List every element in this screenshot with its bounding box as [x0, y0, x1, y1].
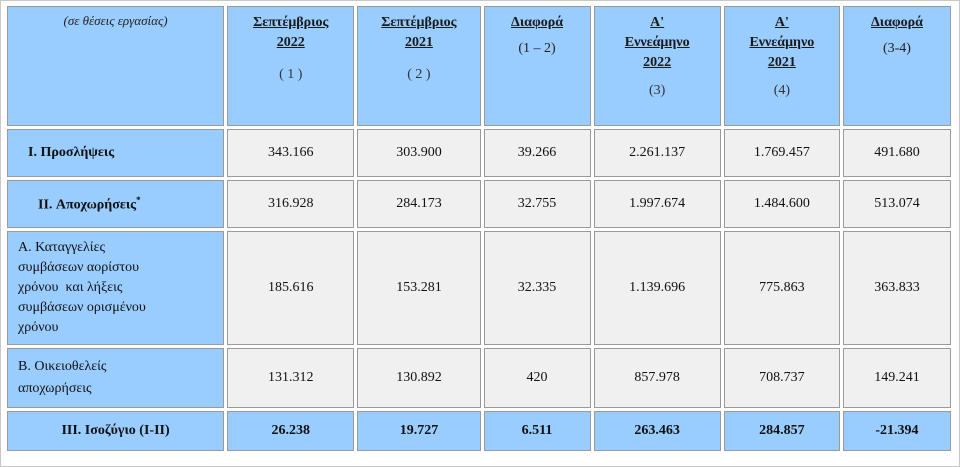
table-cell: 130.892	[357, 348, 481, 408]
table-cell: 149.241	[842, 348, 951, 408]
table-cell: 420	[483, 348, 591, 408]
col-number: (1 – 2)	[518, 41, 556, 56]
table-cell: 19.727	[357, 411, 481, 451]
row-label: Β. Οικειοθελείς αποχωρήσεις	[7, 348, 225, 408]
table-cell: 1.997.674	[593, 180, 721, 228]
table-cell: 857.978	[593, 348, 721, 408]
table-cell: 26.238	[227, 411, 355, 451]
col-header-diff-1-2: Διαφορά (1 – 2)	[483, 6, 591, 126]
table-cell: 1.139.696	[593, 231, 721, 345]
col-title: Εννεάμηνο	[624, 35, 690, 50]
table-cell: 303.900	[357, 129, 481, 177]
col-title: Εννεάμηνο	[749, 35, 815, 50]
table-cell: 1.769.457	[723, 129, 840, 177]
row-label-line: χρόνου και λήξεις	[18, 280, 123, 295]
row-label-line: αποχωρήσεις	[18, 381, 92, 396]
row-label: Α. Καταγγελίες συμβάσεων αορίστου χρόνου…	[7, 231, 225, 345]
table-cell: 491.680	[842, 129, 951, 177]
table-cell: 32.335	[483, 231, 591, 345]
col-number: ( 1 )	[279, 67, 303, 82]
table-cell: 708.737	[723, 348, 840, 408]
table-cell: 343.166	[227, 129, 355, 177]
row-label-line: συμβάσεων αορίστου	[18, 260, 140, 275]
table-cell: 6.511	[483, 411, 591, 451]
employment-table: (σε θέσεις εργασίας) Σεπτέμβριος 2022 ( …	[4, 3, 954, 454]
table-cell: -21.394	[842, 411, 951, 451]
table-row-balance: III. Ισοζύγιο (I-II) 26.238 19.727 6.511…	[7, 411, 951, 451]
col-header-diff-3-4: Διαφορά (3-4)	[842, 6, 951, 126]
table-cell: 284.173	[357, 180, 481, 228]
table-cell: 284.857	[723, 411, 840, 451]
col-title: Σεπτέμβριος	[253, 15, 329, 30]
col-header-sep-2022: Σεπτέμβριος 2022 ( 1 )	[227, 6, 355, 126]
col-year: 2021	[404, 35, 433, 50]
table-row-departures: II. Αποχωρήσεις* 316.928 284.173 32.755 …	[7, 180, 951, 228]
row-label: II. Αποχωρήσεις*	[7, 180, 225, 228]
col-title: Διαφορά	[511, 15, 564, 30]
table-cell: 39.266	[483, 129, 591, 177]
table-cell: 363.833	[842, 231, 951, 345]
table-cell: 513.074	[842, 180, 951, 228]
row-label-line: χρόνου	[18, 320, 59, 335]
row-label: III. Ισοζύγιο (I-II)	[7, 411, 225, 451]
table-row-hires: I. Προσλήψεις 343.166 303.900 39.266 2.2…	[7, 129, 951, 177]
row-label-line: Α. Καταγγελίες	[18, 240, 105, 255]
col-year: 2022	[643, 55, 672, 70]
col-title: Σεπτέμβριος	[381, 15, 457, 30]
col-number: ( 2 )	[407, 67, 431, 82]
col-year: 2021	[767, 55, 796, 70]
table-cell: 316.928	[227, 180, 355, 228]
row-label-line: Β. Οικειοθελείς	[18, 359, 107, 374]
table-cell: 263.463	[593, 411, 721, 451]
table-cell: 2.261.137	[593, 129, 721, 177]
table-cell: 153.281	[357, 231, 481, 345]
col-number: (4)	[773, 83, 791, 98]
col-header-nine-month-2021: Α' Εννεάμηνο 2021 (4)	[723, 6, 840, 126]
table-row-dismissals: Α. Καταγγελίες συμβάσεων αορίστου χρόνου…	[7, 231, 951, 345]
col-header-nine-month-2022: Α' Εννεάμηνο 2022 (3)	[593, 6, 721, 126]
col-number: (3-4)	[882, 41, 911, 56]
col-title: Α'	[650, 15, 665, 30]
col-year: 2022	[276, 35, 305, 50]
table-cell: 775.863	[723, 231, 840, 345]
row-label-text: II. Αποχωρήσεις	[38, 197, 137, 213]
table-cell: 185.616	[227, 231, 355, 345]
table-cell: 1.484.600	[723, 180, 840, 228]
col-number: (3)	[649, 83, 666, 98]
col-header-sep-2021: Σεπτέμβριος 2021 ( 2 )	[357, 6, 481, 126]
col-title: Α'	[774, 15, 789, 30]
row-label: I. Προσλήψεις	[7, 129, 225, 177]
row-label-line: συμβάσεων ορισμένου	[18, 300, 146, 315]
footnote-marker: *	[136, 194, 141, 205]
table-row-voluntary: Β. Οικειοθελείς αποχωρήσεις 131.312 130.…	[7, 348, 951, 408]
header-row: (σε θέσεις εργασίας) Σεπτέμβριος 2022 ( …	[7, 6, 951, 126]
table-cell: 131.312	[227, 348, 355, 408]
col-title: Διαφορά	[870, 15, 923, 30]
table-cell: 32.755	[483, 180, 591, 228]
corner-header: (σε θέσεις εργασίας)	[7, 6, 225, 126]
